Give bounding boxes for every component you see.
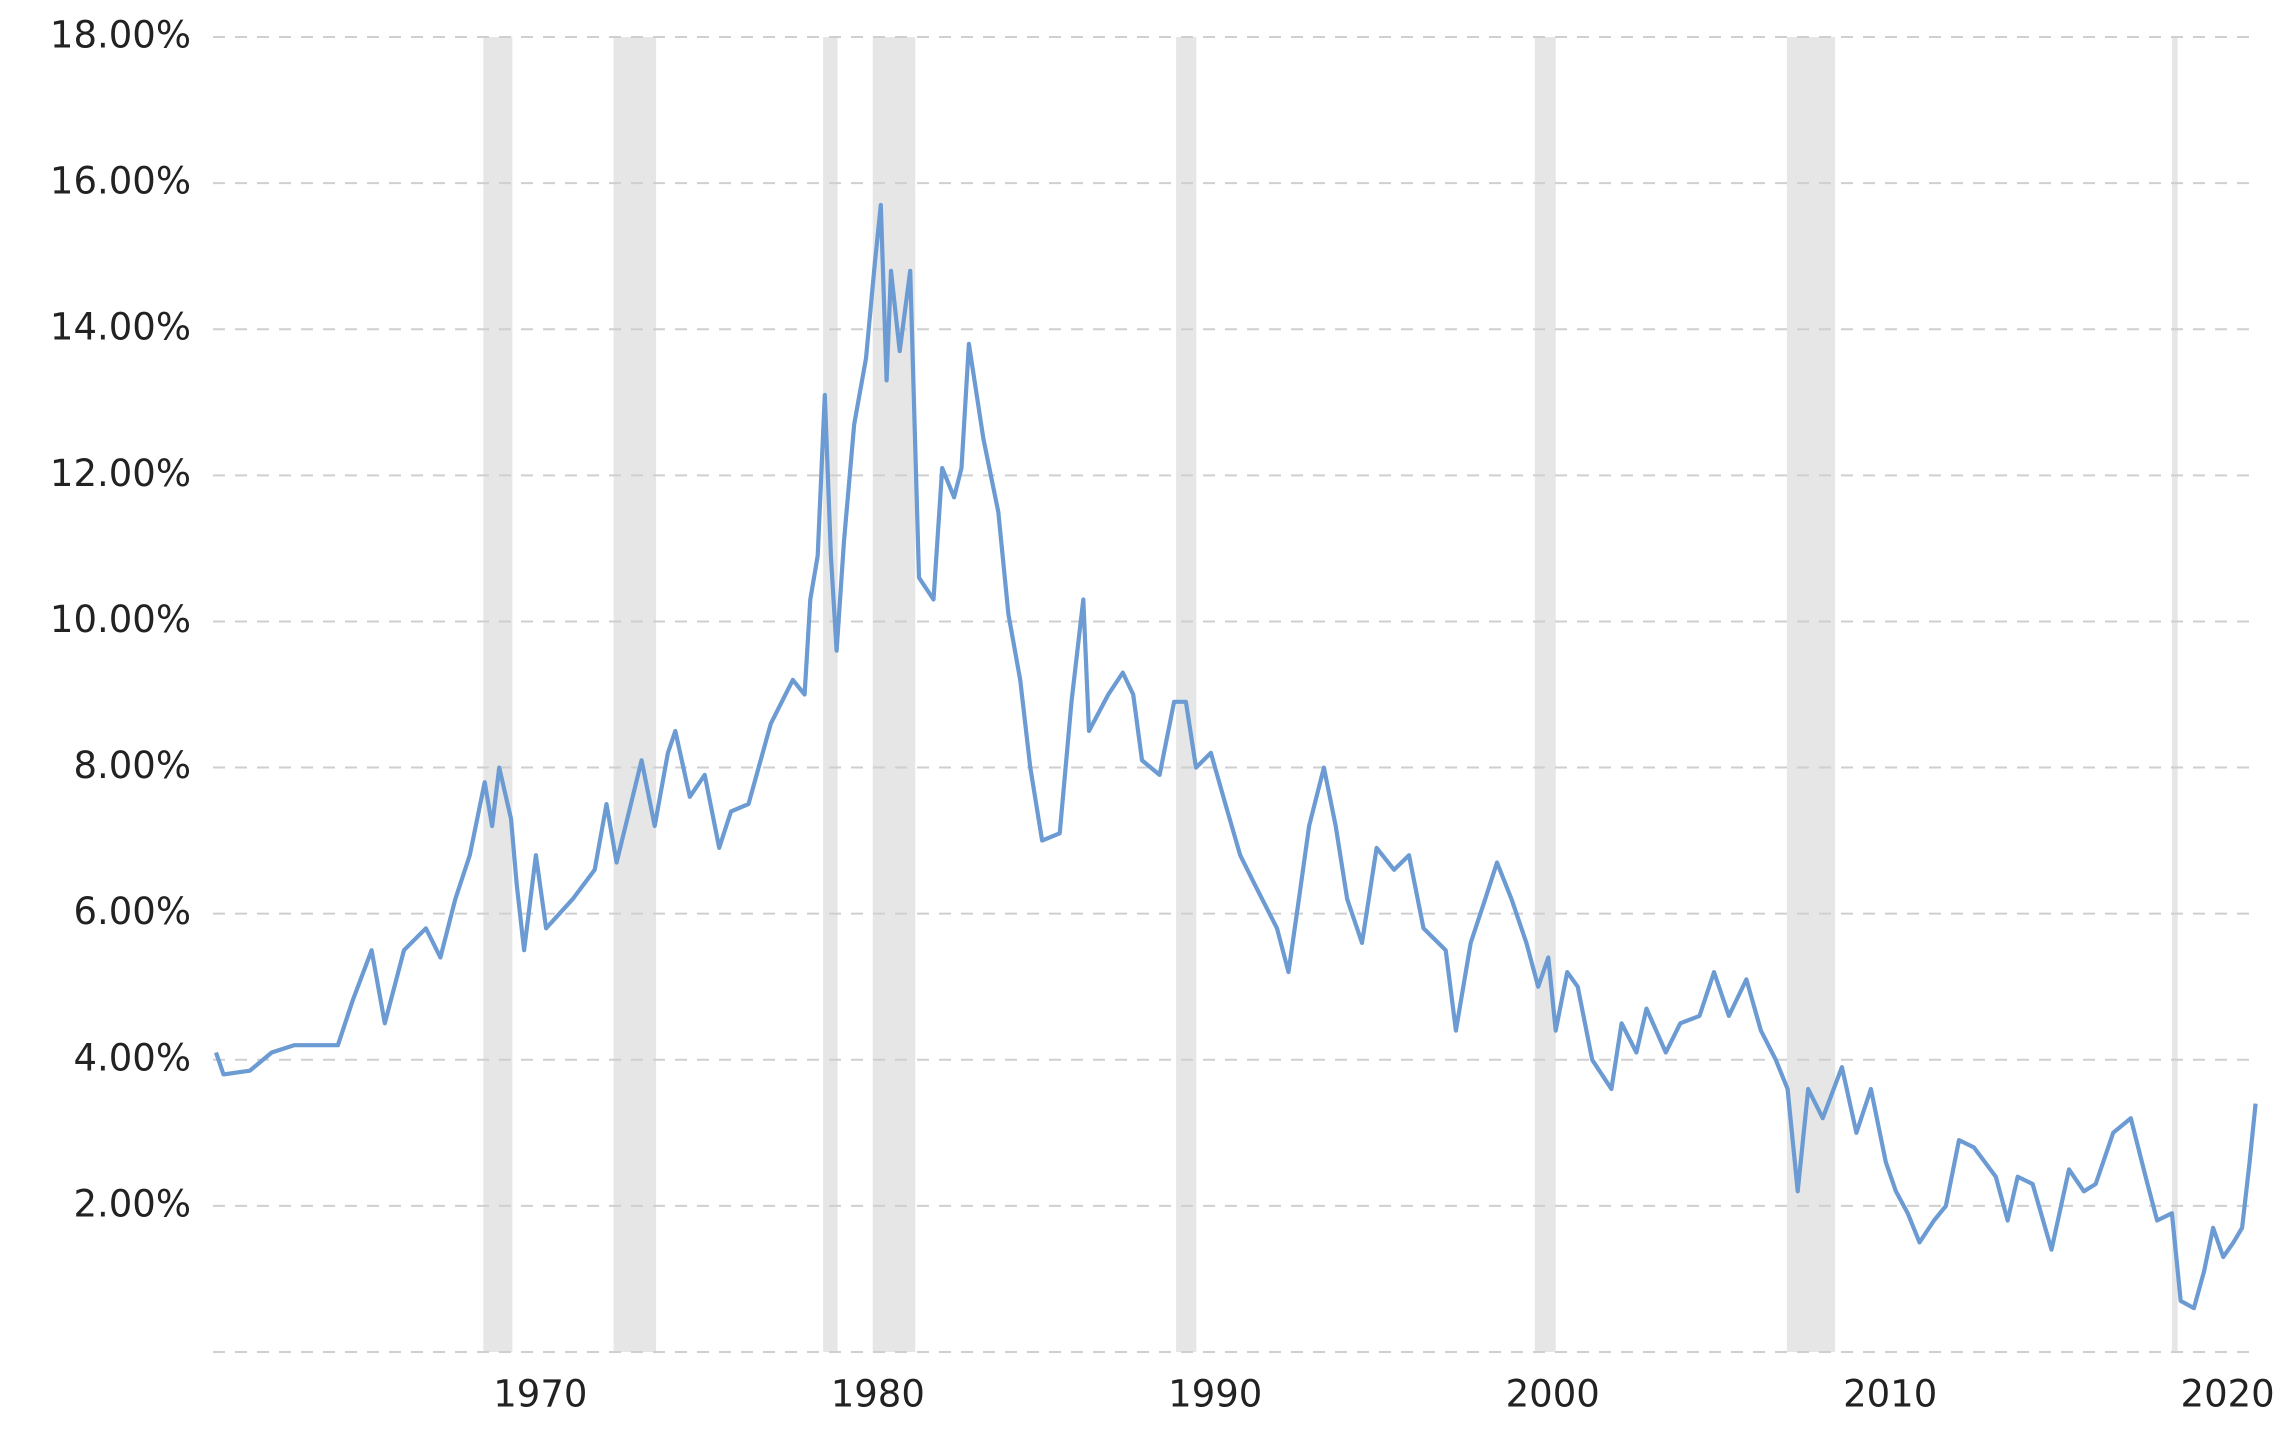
- x-tick-label: 2020: [2181, 1373, 2275, 1416]
- y-tick-label: 8.00%: [73, 744, 191, 787]
- data-line: [214, 202, 2258, 1311]
- shaded-range: [1786, 37, 1836, 1352]
- shaded-range: [2171, 37, 2178, 1352]
- shaded-range: [1176, 37, 1197, 1352]
- y-tick-label: 14.00%: [50, 306, 191, 349]
- y-tick-label: 2.00%: [73, 1182, 191, 1225]
- y-tick-label: 18.00%: [50, 14, 191, 57]
- x-tick-label: 1970: [493, 1373, 587, 1416]
- x-tick-label: 2000: [1506, 1373, 1600, 1416]
- shaded-range: [872, 37, 916, 1352]
- shaded-range: [823, 37, 838, 1352]
- y-tick-label: 6.00%: [73, 890, 191, 933]
- y-tick-label: 16.00%: [50, 160, 191, 203]
- y-tick-label: 4.00%: [73, 1036, 191, 1079]
- x-tick-label: 1990: [1168, 1373, 1262, 1416]
- shaded-range: [483, 37, 513, 1352]
- shaded-range: [1534, 37, 1556, 1352]
- shaded-range: [613, 37, 657, 1352]
- x-tick-label: 2010: [1843, 1373, 1937, 1416]
- y-tick-label: 12.00%: [50, 452, 191, 495]
- y-tick-label: 10.00%: [50, 598, 191, 641]
- x-tick-label: 1980: [831, 1373, 925, 1416]
